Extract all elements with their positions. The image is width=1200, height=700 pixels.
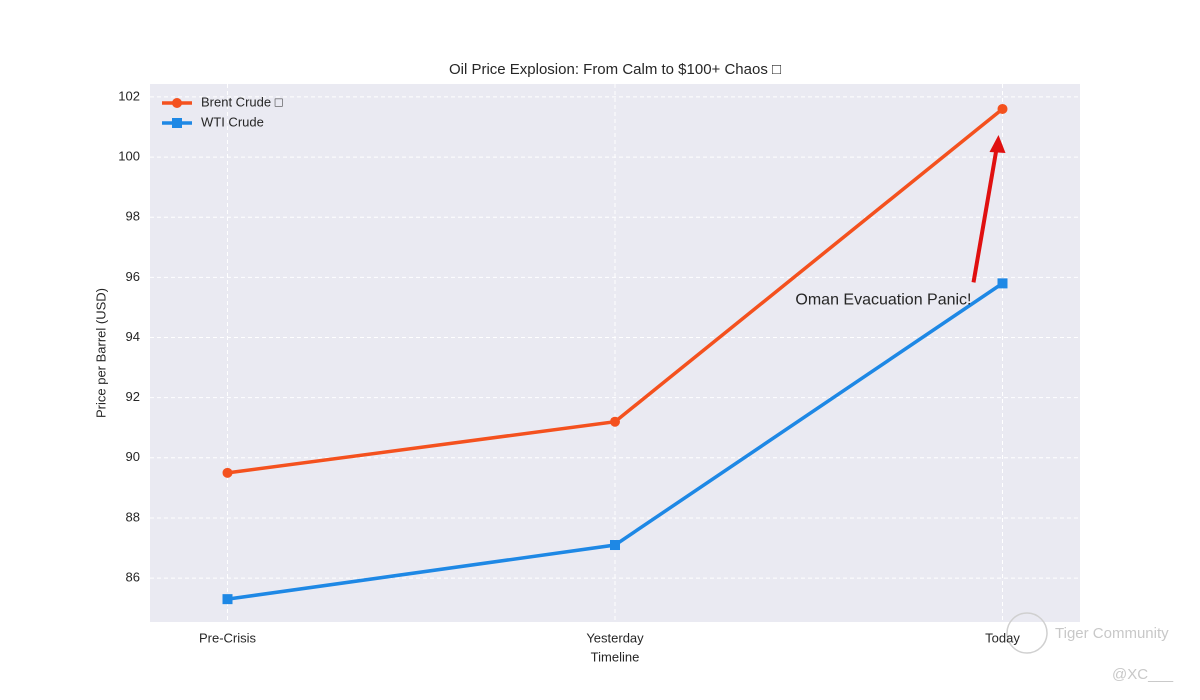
point	[172, 118, 182, 128]
x-tick-label: Yesterday	[586, 630, 644, 645]
legend-label: WTI Crude	[201, 114, 264, 129]
point	[222, 594, 233, 605]
chart-title: Oil Price Explosion: From Calm to $100+ …	[449, 61, 781, 78]
point	[997, 278, 1008, 289]
point	[997, 103, 1008, 114]
y-tick-label: 88	[126, 509, 140, 524]
annotation-arrow	[971, 148, 999, 283]
watermark: Tiger Community	[1055, 625, 1169, 642]
y-tick-label: 96	[126, 269, 140, 284]
point	[222, 467, 233, 478]
y-tick-label: 86	[126, 570, 140, 585]
y-tick-label: 92	[126, 389, 140, 404]
watermark: @XC___	[1112, 666, 1174, 683]
y-axis-label: Price per Barrel (USD)	[93, 288, 108, 418]
y-tick-label: 94	[126, 329, 140, 344]
y-tick-label: 100	[118, 149, 140, 164]
y-tick-label: 98	[126, 209, 140, 224]
point	[172, 98, 182, 108]
annotation: Oman Evacuation Panic!	[795, 292, 971, 309]
legend-label: Brent Crude □	[201, 94, 283, 109]
y-tick-label: 102	[118, 88, 140, 103]
watermark-logo	[1006, 612, 1048, 654]
x-tick-label: Pre-Crisis	[199, 630, 257, 645]
annotation-arrowhead	[989, 134, 1006, 153]
y-tick-label: 90	[126, 449, 140, 464]
x-tick-label: Today	[985, 630, 1020, 645]
point	[610, 540, 620, 551]
point	[610, 416, 620, 427]
x-axis-label: Timeline	[591, 649, 640, 664]
